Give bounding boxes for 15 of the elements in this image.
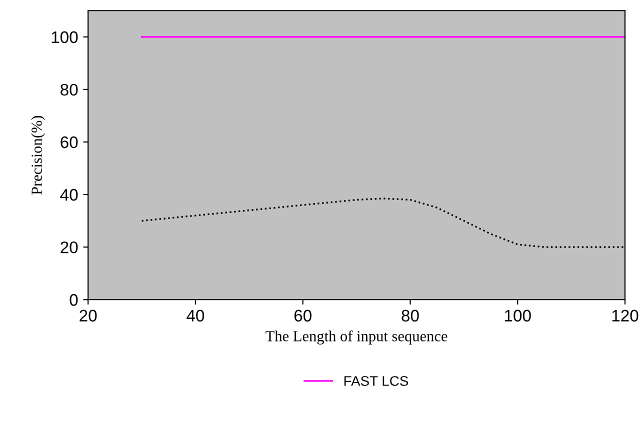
y-tick-label: 20 bbox=[60, 241, 78, 254]
x-tick-label: 120 bbox=[612, 310, 638, 322]
y-axis-title: Precision(%) bbox=[31, 116, 46, 195]
x-tick-label: 40 bbox=[186, 310, 204, 322]
y-tick-label: 40 bbox=[60, 188, 78, 201]
y-tick-label: 0 bbox=[70, 294, 78, 306]
legend-label: FAST LCS bbox=[344, 376, 408, 386]
x-tick-label: 100 bbox=[504, 310, 531, 322]
y-tick-label: 80 bbox=[60, 84, 78, 96]
y-tick-label: 60 bbox=[60, 136, 78, 148]
x-tick-label: 60 bbox=[294, 310, 312, 322]
x-tick-label: 20 bbox=[80, 310, 97, 322]
x-axis-title: The Length of input sequence bbox=[266, 330, 448, 344]
x-tick-label: 80 bbox=[402, 310, 419, 322]
y-tick-label: 100 bbox=[52, 31, 78, 44]
